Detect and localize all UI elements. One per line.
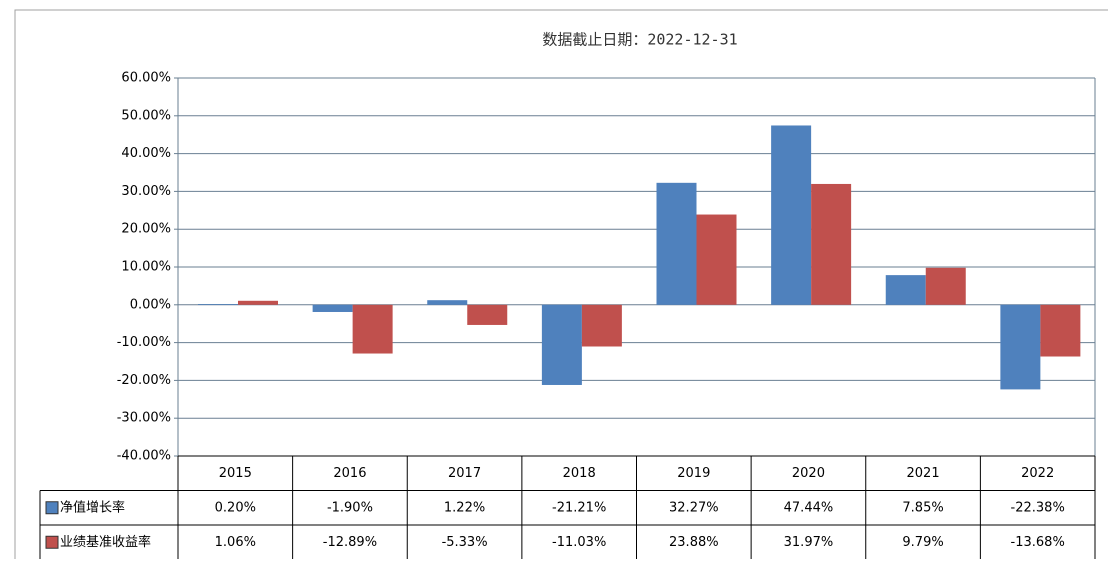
bar <box>198 304 238 305</box>
x-tick-label: 2018 <box>563 466 596 481</box>
y-tick-label: 40.00% <box>121 146 171 161</box>
y-tick-label: 50.00% <box>121 108 171 123</box>
x-tick-label: 2015 <box>219 466 252 481</box>
y-tick-label: -20.00% <box>117 373 171 388</box>
x-tick-label: 2019 <box>677 466 710 481</box>
bar <box>811 183 852 305</box>
table-cell: -12.89% <box>323 535 377 550</box>
bar <box>467 304 508 325</box>
table-cell: -22.38% <box>1011 500 1065 515</box>
x-tick-label: 2020 <box>792 466 825 481</box>
bar <box>352 304 393 354</box>
table-cell: 1.06% <box>215 535 256 550</box>
y-tick-label: -40.00% <box>117 449 171 464</box>
bar <box>427 300 468 305</box>
x-tick-label: 2016 <box>333 466 366 481</box>
bar <box>312 304 353 312</box>
legend-swatch <box>45 501 59 515</box>
legend-label: 净值增长率 <box>60 499 125 515</box>
bar <box>925 267 966 305</box>
bar <box>581 304 622 347</box>
bar <box>656 182 697 305</box>
y-tick-label: -10.00% <box>117 335 171 350</box>
table-cell: 32.27% <box>669 500 719 515</box>
bar <box>1000 304 1041 390</box>
bar <box>238 300 278 305</box>
x-tick-label: 2017 <box>448 466 481 481</box>
y-tick-label: 0.00% <box>130 297 171 312</box>
bar <box>696 214 737 305</box>
table-cell: 23.88% <box>669 535 719 550</box>
table-cell: 9.79% <box>902 535 943 550</box>
chart-title: 数据截止日期：2022-12-31 <box>542 31 737 49</box>
table-cell: -13.68% <box>1011 535 1065 550</box>
table-cell: -11.03% <box>552 535 606 550</box>
y-tick-label: 30.00% <box>121 184 171 199</box>
y-tick-label: -30.00% <box>117 411 171 426</box>
bar <box>541 304 582 385</box>
table-cell: -21.21% <box>552 500 606 515</box>
table-cell: -1.90% <box>327 500 373 515</box>
bar <box>885 275 926 305</box>
table-cell: -5.33% <box>442 535 488 550</box>
x-tick-label: 2022 <box>1021 466 1054 481</box>
y-tick-label: 10.00% <box>121 260 171 275</box>
bar <box>771 125 812 305</box>
table-cell: 47.44% <box>784 500 834 515</box>
table-cell: 7.85% <box>902 500 943 515</box>
y-tick-label: 20.00% <box>121 222 171 237</box>
y-tick-label: 60.00% <box>121 71 171 86</box>
frame <box>14 9 1108 563</box>
table-cell: 31.97% <box>784 535 834 550</box>
table-cell: 1.22% <box>444 500 485 515</box>
legend-label: 业绩基准收益率 <box>60 534 151 550</box>
legend-swatch <box>45 535 59 549</box>
bar <box>1040 304 1081 357</box>
x-tick-label: 2021 <box>907 466 940 481</box>
table-cell: 0.20% <box>215 500 256 515</box>
